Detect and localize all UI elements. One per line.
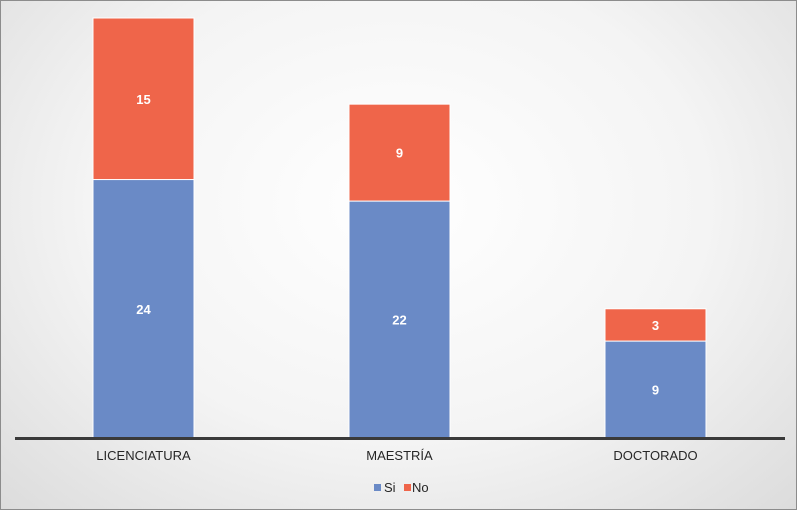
legend-swatch-no: [404, 484, 411, 491]
data-label-no-1: 9: [396, 146, 403, 161]
bar-no-2: [604, 308, 707, 342]
data-label-si-2: 9: [652, 383, 659, 398]
bar-no-1: [348, 103, 451, 202]
legend: Si No: [374, 480, 429, 495]
bar-si-2: [604, 340, 707, 439]
bar-no-0: [92, 17, 195, 181]
data-label-si-1: 22: [392, 313, 406, 328]
legend-swatch-si: [374, 484, 381, 491]
category-label-0: LICENCIATURA: [96, 448, 191, 463]
category-label-1: MAESTRÍA: [366, 448, 433, 463]
legend-label-no: No: [412, 480, 429, 495]
category-label-2: DOCTORADO: [613, 448, 697, 463]
data-label-no-0: 15: [136, 92, 150, 107]
legend-label-si: Si: [384, 480, 396, 495]
bar-si-0: [92, 179, 195, 439]
data-label-no-2: 3: [652, 318, 659, 333]
data-label-si-0: 24: [136, 302, 151, 317]
